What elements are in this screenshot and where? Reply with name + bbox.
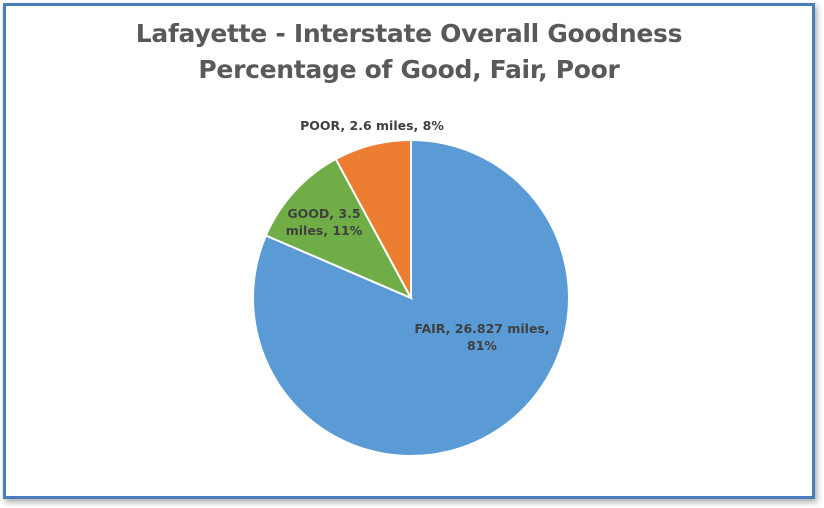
data-label-fair-line-1: FAIR, 26.827 miles, xyxy=(414,321,549,336)
data-label-fair-line-2: 81% xyxy=(467,338,497,353)
data-label-good: GOOD, 3.5 miles, 11% xyxy=(286,206,363,238)
slice-poor xyxy=(334,138,412,299)
data-label-poor: POOR, 2.6 miles, 8% xyxy=(300,118,444,133)
data-label-good-line-2: miles, 11% xyxy=(286,223,363,238)
chart-title: Lafayette - Interstate Overall Goodness … xyxy=(0,16,818,88)
pie-slices xyxy=(252,138,570,457)
data-label-poor-line-1: POOR, 2.6 miles, 8% xyxy=(300,118,444,133)
chart-title-line-1: Lafayette - Interstate Overall Goodness xyxy=(135,19,683,48)
data-label-good-line-1: GOOD, 3.5 xyxy=(287,206,360,221)
chart-title-line-2: Percentage of Good, Fair, Poor xyxy=(198,55,620,84)
pie-labels: FAIR, 26.827 miles, 81% GOOD, 3.5 miles, 11… xyxy=(286,118,550,353)
data-label-fair: FAIR, 26.827 miles, 81% xyxy=(414,321,549,353)
slice-good xyxy=(264,157,414,301)
